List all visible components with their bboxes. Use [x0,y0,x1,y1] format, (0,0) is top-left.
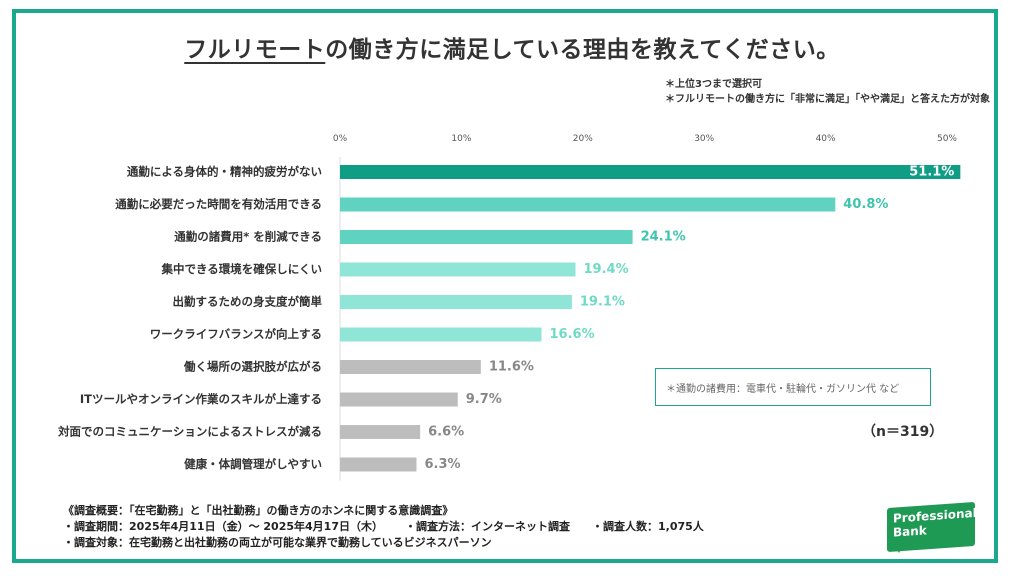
data-value-label: 19.1% [580,295,625,310]
data-bar [340,262,576,277]
data-value-label: 6.3% [424,457,460,472]
summary-method: ・調査方法：インターネット調査 [404,520,570,533]
category-label: 対面でのコミュニケーションによるストレスが減る [57,425,322,439]
x-tick-label: 0% [333,134,348,144]
legend-note-box: ＊通勤の諸費用：電車代・駐輪代・ガソリン代 など [655,368,931,406]
category-label: 通勤の諸費用* を削減できる [174,230,322,244]
data-value-label: 11.6% [489,360,534,375]
data-bar [340,392,458,407]
category-label: 通勤による身体的・精神的疲労がない [127,165,322,179]
data-value-label: 40.8% [843,197,888,212]
data-value-label: 6.6% [428,425,464,440]
title-rest: の働き方に満足している理由を教えてください。 [325,37,840,63]
outer-frame [12,9,998,563]
category-label: 集中できる環境を確保しにくい [160,262,322,276]
data-bar [340,425,421,439]
data-value-label: 19.4% [584,262,629,277]
data-bar [340,197,836,212]
data-bar [340,360,481,374]
sample-size-label: （n＝319） [862,424,944,440]
data-value-label: 9.7% [466,392,502,407]
x-tick-label: 50% [937,134,957,144]
survey-summary: 《調査概要：「在宅勤務」と「出社勤務」の働き方のホンネに関する意識調査》 ・調査… [63,503,704,551]
x-tick-label: 20% [573,134,593,144]
x-tick-label: 30% [694,134,714,144]
category-label: 健康・体調管理がしやすい [184,457,322,471]
x-tick-label: 10% [451,134,471,144]
data-value-label: 51.1% [909,165,954,180]
x-tick-label: 40% [816,134,836,144]
category-label: 通勤に必要だった時間を有効活用できる [115,197,322,211]
note-line-2: ＊フルリモートの働き方に「非常に満足」「やや満足」と答えた方が対象 [665,94,990,105]
data-bar [340,295,572,309]
category-label: ワークライフバランスが向上する [150,327,322,341]
data-bar [340,230,633,244]
logo-tail-shape [893,543,905,553]
legend-note-text: ＊通勤の諸費用：電車代・駐輪代・ガソリン代 など [666,383,900,395]
category-label: 出勤するための身支度が簡単 [173,295,323,309]
summary-count: ・調査人数：1,075人 [591,520,704,533]
data-bar [340,457,417,472]
data-bar [340,165,961,179]
category-label: 働く場所の選択肢が広がる [183,360,322,374]
data-value-label: 16.6% [550,327,595,342]
summary-target: ・調査対象：在宅勤務と出社勤務の両立が可能な業界で勤務しているビジネスパーソン [63,536,492,549]
chart-notes: ＊上位3つまで選択可 ＊フルリモートの働き方に「非常に満足」「やや満足」と答えた… [665,77,990,107]
summary-title: 《調査概要：「在宅勤務」と「出社勤務」の働き方のホンネに関する意識調査》 [63,504,454,517]
data-value-label: 24.1% [641,230,686,245]
summary-period: ・調査期間：2025年4月11日（金）〜 2025年4月17日（木） [63,520,383,533]
category-label: ITツールやオンライン作業のスキルが上達する [80,392,322,406]
data-bar [340,327,542,342]
note-line-1: ＊上位3つまで選択可 [665,79,762,90]
title-underlined: フルリモート [184,37,326,63]
page-title: フルリモートの働き方に満足している理由を教えてください。 [0,30,1024,64]
summary-row-2: ・調査期間：2025年4月11日（金）〜 2025年4月17日（木） ・調査方法：… [63,519,704,535]
